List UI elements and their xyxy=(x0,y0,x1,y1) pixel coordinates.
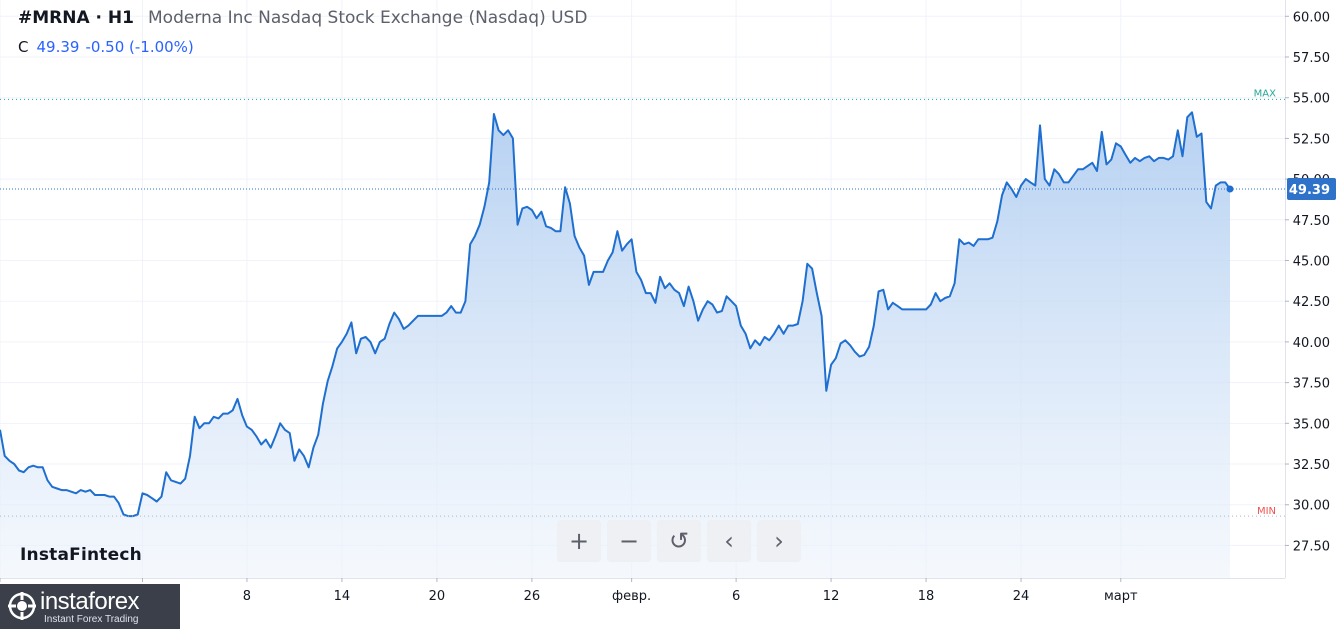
price-tick-label: 37.50 xyxy=(1293,377,1330,392)
time-tick-label: 8 xyxy=(243,589,251,604)
price-tick-label: 47.50 xyxy=(1293,214,1330,229)
logo-tagline: Instant Forex Trading xyxy=(44,614,139,625)
price-area-fill xyxy=(0,112,1230,579)
price-axis[interactable]: 27.50 30.00 32.50 35.00 37.50 40.00 42.50 45.00… xyxy=(1285,0,1336,629)
zoom-out-button[interactable]: − xyxy=(607,520,651,562)
price-tick-label: 60.00 xyxy=(1293,10,1330,25)
scroll-right-button[interactable]: › xyxy=(757,520,801,562)
price-line xyxy=(0,111,1231,518)
time-tick-label: 14 xyxy=(334,589,351,604)
price-tick-label: 55.00 xyxy=(1293,92,1330,107)
time-tick-label: 18 xyxy=(918,589,935,604)
time-tick-label: 26 xyxy=(524,589,541,604)
last-price-badge xyxy=(1287,178,1336,201)
close-value: 49.39 xyxy=(36,38,80,56)
time-tick-label: 24 xyxy=(1013,589,1030,604)
price-tick-label: 52.50 xyxy=(1293,132,1330,147)
price-axis-background xyxy=(1285,0,1336,629)
symbol-description: Moderna Inc Nasdaq Stock Exchange (Nasda… xyxy=(148,8,588,28)
max-label: MAX xyxy=(1254,88,1276,99)
ohlc-readout: C 49.39 -0.50 (-1.00%) xyxy=(18,38,194,56)
price-tick-label: 27.50 xyxy=(1293,539,1330,554)
symbol-legend: #MRNA · H1 Moderna Inc Nasdaq Stock Excha… xyxy=(18,8,587,28)
brand-watermark: InstaFintech xyxy=(20,545,142,565)
instaforex-logo-icon xyxy=(8,592,36,620)
time-tick-label: 20 xyxy=(429,589,446,604)
chart-controls: + − ↺ ‹ › xyxy=(557,520,801,562)
instaforex-logo: instaforex Instant Forex Trading xyxy=(0,584,180,629)
area-layer xyxy=(0,111,1234,579)
min-label: MIN xyxy=(1257,506,1276,517)
price-tick-label: 57.50 xyxy=(1293,51,1330,66)
zoom-in-button[interactable]: + xyxy=(557,520,601,562)
scroll-left-button[interactable]: ‹ xyxy=(707,520,751,562)
last-price-badge-label: 49.39 xyxy=(1289,183,1330,198)
price-tick-label: 30.00 xyxy=(1293,499,1330,514)
reset-button[interactable]: ↺ xyxy=(657,520,701,562)
change-value: -0.50 (-1.00%) xyxy=(85,38,194,56)
price-tick-label: 35.00 xyxy=(1293,417,1330,432)
time-tick-label: 12 xyxy=(823,589,840,604)
price-tick-label: 45.00 xyxy=(1293,255,1330,270)
reference-lines: MAX MIN xyxy=(0,88,1285,517)
close-label: C xyxy=(18,38,29,56)
time-tick-label: 6 xyxy=(732,589,740,604)
price-tick-label: 32.50 xyxy=(1293,458,1330,473)
price-tick-label: 40.00 xyxy=(1293,336,1330,351)
time-tick-label: февр. xyxy=(612,589,651,604)
logo-name: instaforex xyxy=(40,588,140,615)
price-tick-label: 42.50 xyxy=(1293,295,1330,310)
time-tick-label: март xyxy=(1104,589,1138,604)
symbol-title: #MRNA · H1 xyxy=(18,8,134,28)
